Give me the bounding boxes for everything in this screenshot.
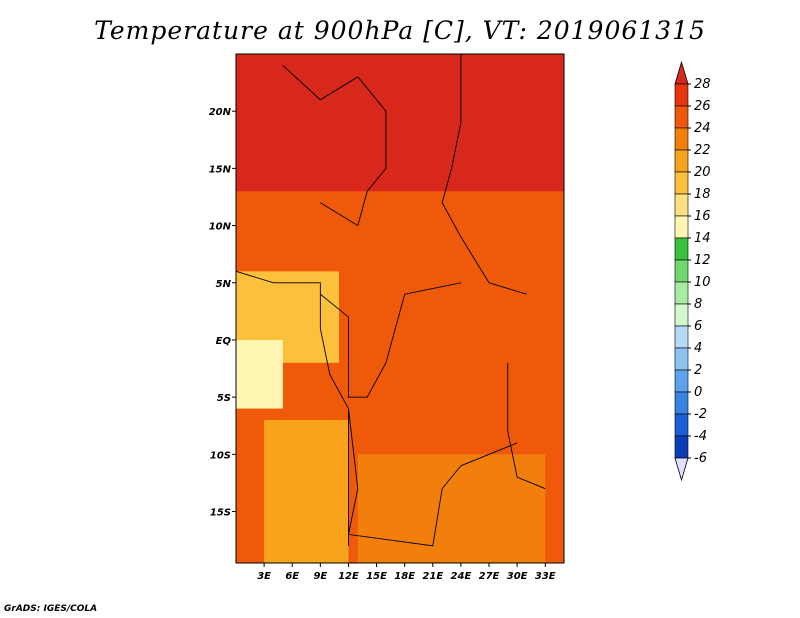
colorbar-label: 0 (694, 385, 702, 400)
colorbar-label: -6 (694, 451, 707, 466)
temperature-region-0 (236, 54, 564, 192)
coastline (235, 270, 349, 546)
chart-title: Temperature at 900hPa [C], VT: 201906131… (94, 16, 706, 45)
x-tick-label: 21E (422, 571, 443, 582)
x-tick-label: 24E (451, 571, 472, 582)
map-frame (235, 53, 565, 564)
border-line-2 (441, 54, 527, 295)
colorbar-label: 18 (694, 187, 711, 202)
y-tick-label: 15N (209, 164, 232, 175)
x-tick-label: 18E (394, 571, 415, 582)
colorbar-swatch (674, 413, 689, 437)
temperature-region-6 (357, 454, 546, 563)
x-tick-label: 30E (507, 571, 528, 582)
colorbar-label: 12 (694, 253, 711, 268)
x-tick-label: 6E (285, 571, 299, 582)
y-tick-label: 10S (210, 450, 231, 461)
colorbar-label: 16 (694, 209, 711, 224)
colorbar-swatch (674, 325, 689, 349)
colorbar-swatch (674, 369, 689, 393)
colorbar-label: 24 (694, 121, 711, 136)
colorbar-swatch (674, 391, 689, 415)
colorbar-swatch (674, 259, 689, 283)
colorbar-label: -2 (694, 407, 707, 422)
colorbar-swatch (674, 303, 689, 327)
colorbar-swatch (674, 105, 689, 129)
colorbar-swatch (674, 171, 689, 195)
colorbar-swatch (674, 193, 689, 217)
y-axis-ticks: 20N 15N 10N 5N EQ 5S 10S 15S (209, 107, 236, 519)
colorbar-top-arrow (674, 60, 689, 85)
colorbar-label: 4 (694, 341, 702, 356)
x-axis-ticks: 3E 6E 9E 12E 15E 18E 21E 24E 27E 30E 33E (257, 563, 556, 582)
y-tick-label: EQ (216, 336, 232, 347)
colorbar-swatch (674, 83, 689, 107)
colorbar-bottom-arrow (674, 457, 689, 482)
colorbar-swatch (674, 149, 689, 173)
temperature-region-5 (264, 420, 349, 563)
colorbar-label: 14 (694, 231, 711, 246)
colorbar-swatch (674, 435, 689, 459)
colorbar-label: 26 (694, 99, 711, 114)
colorbar-label: 28 (694, 77, 711, 92)
temperature-region-1 (367, 225, 490, 283)
colorbar-label: 6 (694, 319, 702, 334)
colorbar-label: 22 (694, 143, 711, 158)
colorbar-label: 2 (694, 363, 702, 378)
temperature-region-4 (236, 339, 283, 409)
colorbar-label: 10 (694, 275, 711, 290)
map-area (235, 53, 565, 564)
colorbar-swatch (674, 127, 689, 151)
colorbar-label: 20 (694, 165, 711, 180)
colorbar-label: 8 (694, 297, 702, 312)
x-tick-label: 9E (313, 571, 327, 582)
y-tick-label: 15S (210, 508, 231, 519)
colorbar-swatch (674, 237, 689, 261)
border-line-1 (282, 65, 387, 227)
border-line-5 (507, 362, 546, 490)
y-tick-label: 20N (209, 107, 232, 118)
grads-credit: GrADS: IGES/COLA (4, 604, 98, 614)
temperature-region-2 (385, 294, 518, 455)
x-tick-label: 12E (338, 571, 359, 582)
colorbar-swatch (674, 281, 689, 305)
border-line-4 (347, 408, 518, 547)
y-tick-label: 5N (216, 279, 232, 290)
x-tick-label: 27E (479, 571, 500, 582)
x-tick-label: 3E (257, 571, 271, 582)
x-tick-label: 33E (535, 571, 556, 582)
colorbar-label: -4 (694, 429, 707, 444)
x-tick-label: 15E (366, 571, 387, 582)
y-tick-label: 10N (209, 222, 232, 233)
y-tick-label: 5S (217, 393, 231, 404)
colorbar-swatch (674, 347, 689, 371)
border-line-3 (320, 282, 462, 398)
colorbar-swatch (674, 215, 689, 239)
